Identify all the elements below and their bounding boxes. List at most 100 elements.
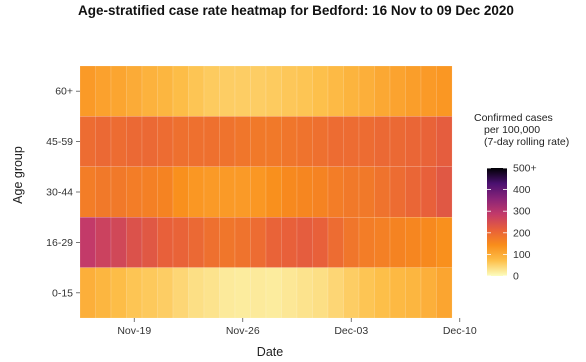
y-tick-label: 30-44 (46, 187, 73, 199)
heatmap-cell (188, 166, 205, 218)
heatmap-cell (405, 116, 422, 168)
heatmap-cell (374, 116, 391, 168)
heatmap-cell (343, 65, 360, 117)
heatmap-cell (188, 216, 205, 268)
heatmap-cell (172, 116, 189, 168)
heatmap-cell (265, 267, 282, 319)
heatmap-cell (265, 65, 282, 117)
heatmap-cell (296, 216, 313, 268)
heatmap-cell (327, 166, 344, 218)
heatmap-cell (157, 216, 174, 268)
heatmap-cell (188, 267, 205, 319)
y-tick-label: 0-15 (52, 287, 73, 299)
heatmap-cell (374, 65, 391, 117)
heatmap-cells (79, 65, 453, 319)
heatmap-cell (389, 267, 406, 319)
x-tick-label: Dec-10 (443, 325, 477, 337)
heatmap-cell (110, 116, 127, 168)
heatmap-cell (234, 216, 251, 268)
heatmap-cell (79, 116, 96, 168)
heatmap-cell (343, 216, 360, 268)
heatmap-cell (389, 216, 406, 268)
heatmap-cell (436, 267, 453, 319)
heatmap-cell (219, 216, 236, 268)
heatmap-cell (312, 267, 329, 319)
legend-title-line: per 100,000 (484, 124, 540, 136)
heatmap-cell (234, 65, 251, 117)
heatmap-cell (281, 166, 298, 218)
chart-title: Age-stratified case rate heatmap for Bed… (78, 3, 514, 18)
heatmap-cell (358, 166, 375, 218)
heatmap-cell (420, 267, 437, 319)
heatmap-cell (312, 116, 329, 168)
heatmap-cell (420, 216, 437, 268)
heatmap-cell (250, 166, 267, 218)
heatmap-cell (188, 116, 205, 168)
heatmap-cell (265, 116, 282, 168)
heatmap-cell (327, 216, 344, 268)
heatmap-cell (234, 116, 251, 168)
heatmap-cell (203, 166, 220, 218)
heatmap-cell (405, 166, 422, 218)
heatmap-cell (327, 65, 344, 117)
legend-tick-label: 0 (513, 271, 519, 283)
heatmap-cell (157, 65, 174, 117)
legend-tick-label: 500+ (513, 163, 537, 175)
heatmap-cell (389, 166, 406, 218)
heatmap-cell (188, 65, 205, 117)
heatmap-cell (312, 65, 329, 117)
heatmap-cell (358, 65, 375, 117)
heatmap-cell (343, 267, 360, 319)
heatmap-cell (203, 65, 220, 117)
heatmap-cell (157, 267, 174, 319)
heatmap-cell (343, 166, 360, 218)
heatmap-cell (219, 166, 236, 218)
heatmap-cell (312, 166, 329, 218)
heatmap-cell (374, 216, 391, 268)
heatmap-cell (420, 166, 437, 218)
y-tick-label: 16-29 (46, 237, 73, 249)
heatmap-cell (157, 166, 174, 218)
heatmap-cell (203, 116, 220, 168)
heatmap-cell (436, 166, 453, 218)
heatmap-cell (250, 65, 267, 117)
heatmap-cell (281, 116, 298, 168)
x-tick-label: Nov-26 (226, 325, 260, 337)
heatmap-cell (79, 267, 96, 319)
heatmap-cell (281, 65, 298, 117)
heatmap-cell (234, 267, 251, 319)
heatmap-cell (172, 65, 189, 117)
heatmap-cell (95, 65, 112, 117)
legend-title-line: (7-day rolling rate) (484, 136, 569, 148)
heatmap-cell (281, 216, 298, 268)
heatmap-cell (172, 166, 189, 218)
heatmap-cell (126, 216, 143, 268)
heatmap-cell (358, 116, 375, 168)
legend-tick-label: 300 (513, 206, 531, 218)
heatmap-cell (79, 216, 96, 268)
heatmap-cell (374, 267, 391, 319)
heatmap-cell (172, 267, 189, 319)
heatmap-cell (126, 267, 143, 319)
heatmap-cell (436, 65, 453, 117)
heatmap-cell (405, 267, 422, 319)
y-tick-label: 60+ (55, 86, 73, 98)
heatmap-cell (374, 166, 391, 218)
heatmap-cell (203, 216, 220, 268)
heatmap-cell (296, 65, 313, 117)
heatmap-cell (327, 116, 344, 168)
heatmap-cell (250, 216, 267, 268)
heatmap-cell (110, 166, 127, 218)
heatmap-cell (126, 65, 143, 117)
heatmap-cell (141, 65, 158, 117)
heatmap-cell (389, 65, 406, 117)
heatmap-cell (436, 216, 453, 268)
heatmap-cell (281, 267, 298, 319)
heatmap-cell (250, 116, 267, 168)
heatmap-cell (157, 116, 174, 168)
x-tick-label: Dec-03 (334, 325, 368, 337)
heatmap-cell (219, 65, 236, 117)
heatmap-cell (95, 216, 112, 268)
heatmap-cell (141, 267, 158, 319)
